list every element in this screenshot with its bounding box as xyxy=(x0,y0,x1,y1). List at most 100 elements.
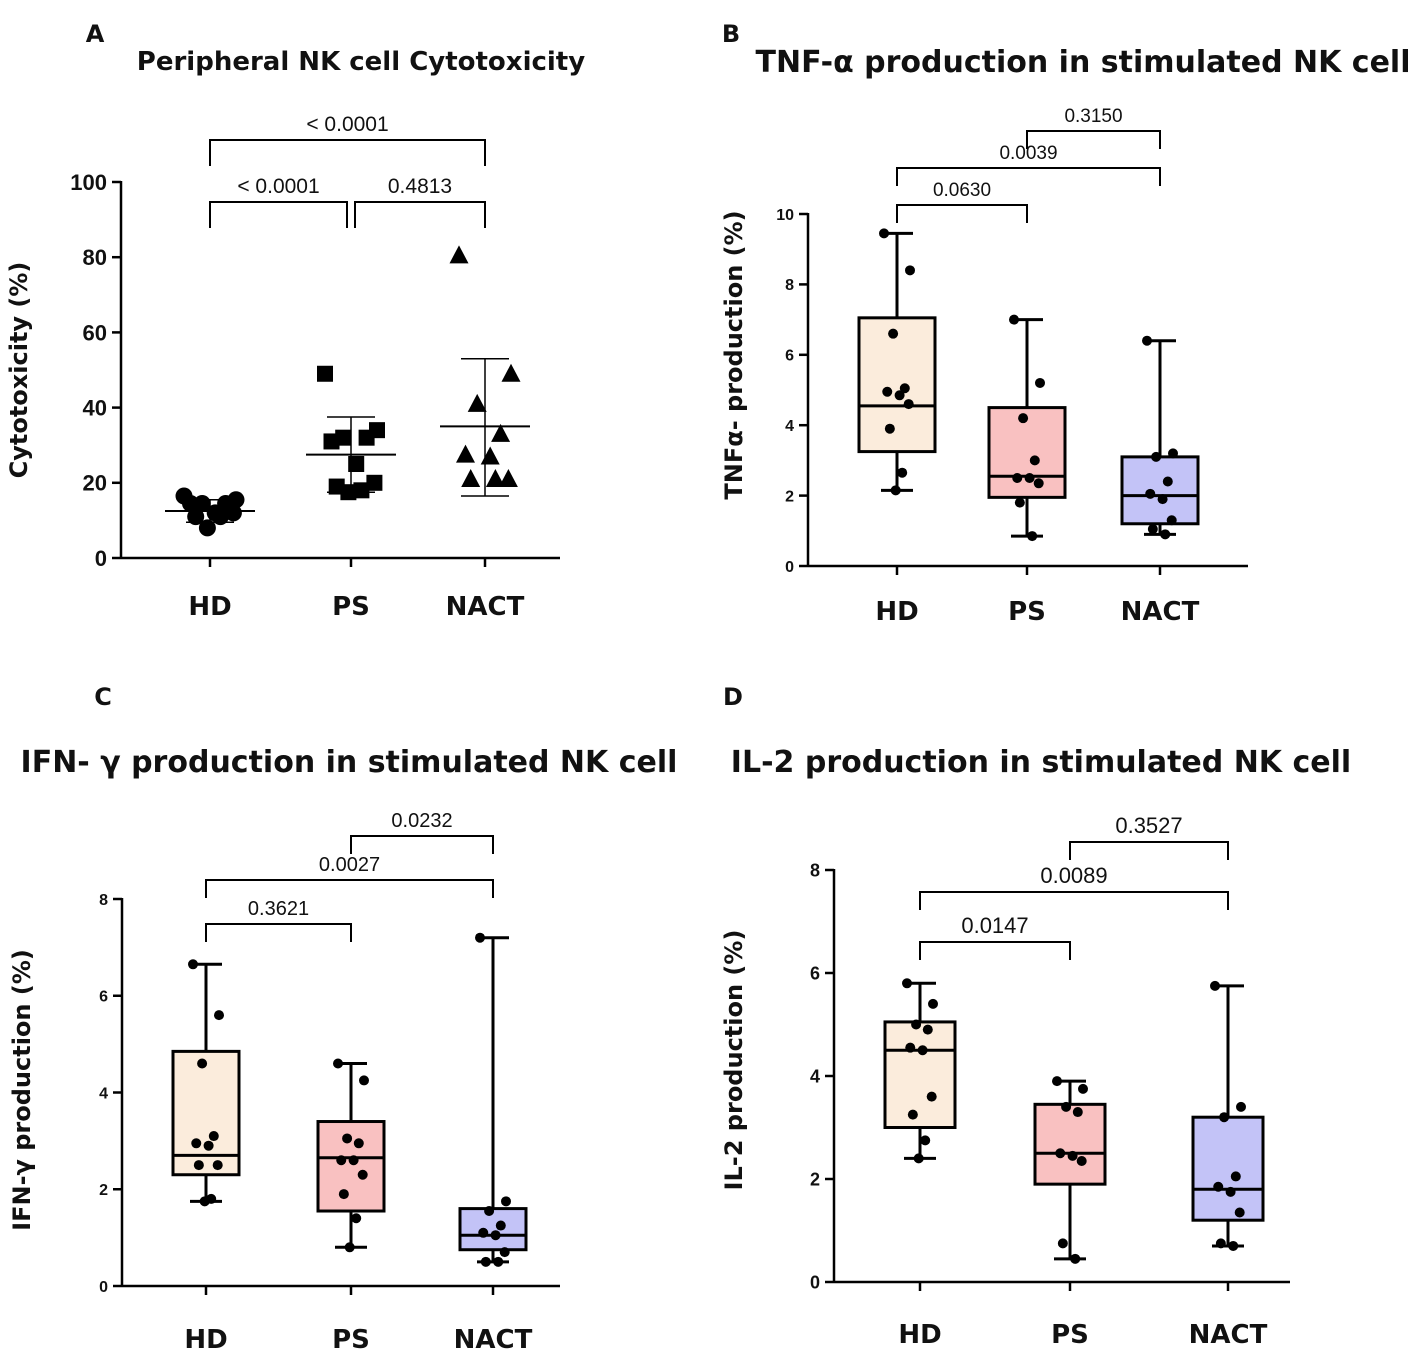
data-point xyxy=(1029,455,1040,466)
data-point xyxy=(1067,1150,1078,1161)
data-point xyxy=(478,1227,489,1238)
data-point xyxy=(197,1058,208,1069)
bracket-line xyxy=(1069,841,1229,860)
group-nact xyxy=(1191,980,1265,1251)
data-point xyxy=(1168,448,1178,459)
p-value-label: 0.0089 xyxy=(1040,863,1107,888)
data-point xyxy=(212,1160,223,1171)
y-tick-label: 4 xyxy=(785,418,794,435)
y-tick-label: 100 xyxy=(70,170,107,195)
data-point xyxy=(199,1196,210,1207)
data-point xyxy=(467,393,487,412)
data-point xyxy=(358,429,375,446)
x-category-label: PS xyxy=(1051,1320,1089,1350)
data-point xyxy=(498,469,518,488)
data-point xyxy=(890,485,901,496)
box-iqr xyxy=(1033,1102,1107,1186)
data-point xyxy=(905,1042,916,1053)
data-point xyxy=(917,1045,928,1056)
y-tick-label: 0 xyxy=(99,1279,108,1296)
y-tick-label: 6 xyxy=(99,989,108,1006)
data-point xyxy=(323,433,340,450)
significance-bracket: 0.3621 xyxy=(205,898,352,942)
group-hd xyxy=(165,487,255,537)
panel-a: A Peripheral NK cell Cytotoxicity Cytotoxi… xyxy=(5,20,585,622)
bracket-line xyxy=(1026,130,1161,149)
data-point xyxy=(1009,314,1019,325)
data-point xyxy=(1219,1112,1230,1123)
data-point xyxy=(1035,377,1045,388)
data-point xyxy=(353,1138,364,1149)
x-category-label: HD xyxy=(188,592,231,622)
data-point xyxy=(1078,1083,1088,1094)
panel-d: D IL-2 production in stimulated NK cell IL… xyxy=(720,683,1351,1350)
data-point xyxy=(208,1131,219,1142)
data-point xyxy=(480,446,500,465)
y-tick-label: 4 xyxy=(810,1066,820,1086)
y-axis-label: IL-2 production (%) xyxy=(720,930,748,1191)
y-tick-label: 60 xyxy=(83,320,107,345)
data-point xyxy=(1052,1076,1062,1087)
y-tick-label: 8 xyxy=(785,277,794,294)
data-point xyxy=(902,978,912,989)
panel-letter: C xyxy=(94,683,112,711)
data-point xyxy=(501,1196,511,1207)
data-point xyxy=(224,504,242,522)
p-value-label: < 0.0001 xyxy=(237,175,319,198)
data-point xyxy=(493,1256,504,1267)
data-point xyxy=(1057,1238,1068,1249)
significance-bracket: 0.0089 xyxy=(919,863,1229,910)
y-tick-label: 6 xyxy=(785,348,794,365)
data-point xyxy=(484,1206,495,1217)
data-point xyxy=(344,1242,355,1253)
data-point xyxy=(1142,335,1152,346)
p-value-label: 0.3150 xyxy=(1064,106,1122,127)
y-tick-label: 80 xyxy=(83,245,107,270)
data-point xyxy=(1055,1148,1066,1159)
data-point xyxy=(903,399,914,410)
x-category-label: HD xyxy=(875,597,918,627)
data-point xyxy=(203,1140,214,1151)
p-value-label: 0.4813 xyxy=(388,175,452,198)
data-point xyxy=(193,1160,204,1171)
p-value-label: 0.3527 xyxy=(1115,813,1182,838)
p-value-label: 0.3621 xyxy=(248,898,309,920)
data-point xyxy=(485,469,505,488)
y-tick-label: 2 xyxy=(810,1169,820,1189)
data-point xyxy=(366,474,383,491)
panel-c: C IFN- γ production in stimulated NK cell… xyxy=(8,683,677,1351)
data-point xyxy=(491,423,511,442)
data-point xyxy=(348,456,365,472)
group-ps xyxy=(316,1058,386,1253)
data-point xyxy=(1024,473,1035,483)
data-point xyxy=(348,1155,359,1166)
data-point xyxy=(1151,451,1162,462)
data-point xyxy=(357,1169,368,1180)
chart-title: IFN- γ production in stimulated NK cell xyxy=(21,745,678,780)
data-point xyxy=(1018,413,1029,424)
bracket-line xyxy=(919,891,1229,910)
significance-bracket: 0.0027 xyxy=(205,854,494,898)
bracket-line xyxy=(205,879,494,898)
data-point xyxy=(456,444,475,463)
y-tick-label: 6 xyxy=(810,963,820,983)
data-point xyxy=(1230,1171,1241,1182)
data-point xyxy=(1033,478,1044,489)
data-point xyxy=(198,519,216,537)
data-point xyxy=(449,245,469,264)
data-point xyxy=(1228,1240,1239,1251)
group-hd xyxy=(171,959,241,1207)
bracket-line xyxy=(209,139,486,166)
panel-b: B TNF-α production in stimulated NK cell T… xyxy=(720,20,1411,627)
data-point xyxy=(336,1155,347,1166)
significance-bracket: 0.0630 xyxy=(896,180,1028,223)
y-tick-label: 20 xyxy=(83,471,107,496)
p-value-label: 0.0027 xyxy=(319,854,380,876)
data-point xyxy=(188,959,198,970)
bracket-line xyxy=(919,941,1071,960)
panel-letter: B xyxy=(722,20,740,48)
data-point xyxy=(1160,529,1171,540)
data-point xyxy=(191,1138,202,1149)
y-axis-label: TNFα- production (%) xyxy=(720,210,748,499)
